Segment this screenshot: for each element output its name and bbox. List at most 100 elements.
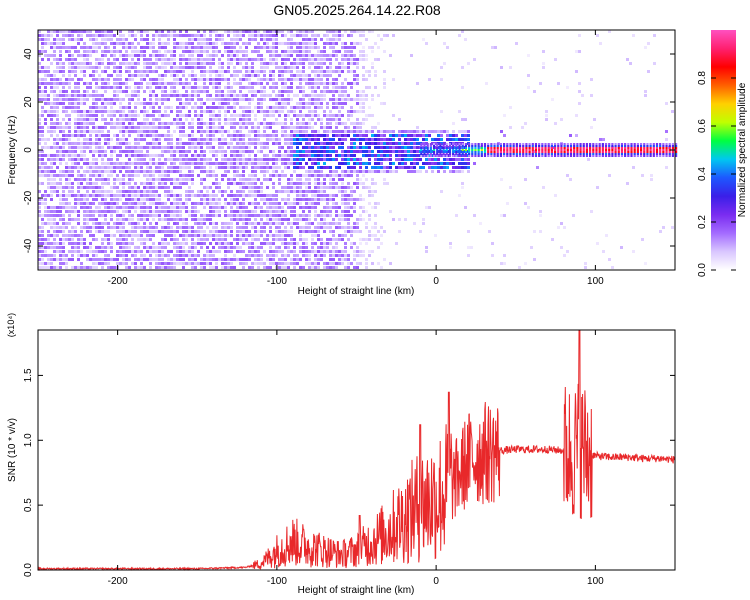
heatmap-cell	[248, 182, 251, 185]
heatmap-cell	[170, 142, 173, 145]
heatmap-cell	[344, 202, 347, 205]
heatmap-cell	[128, 234, 131, 237]
heatmap-cell	[152, 62, 155, 65]
heatmap-cell	[182, 226, 185, 229]
heatmap-cell	[131, 154, 134, 157]
heatmap-cell	[263, 154, 266, 157]
heatmap-cell	[353, 202, 356, 205]
heatmap-cell	[77, 110, 80, 113]
heatmap-cell	[80, 194, 83, 197]
heatmap-cell	[296, 154, 299, 157]
heatmap-cell	[131, 34, 134, 37]
heatmap-cell	[41, 170, 44, 173]
heatmap-cell	[179, 126, 182, 129]
heatmap-cell	[221, 206, 224, 209]
heatmap-cell	[311, 62, 314, 65]
heatmap-cell	[56, 146, 59, 149]
heatmap-cell	[137, 94, 140, 97]
heatmap-cell	[359, 178, 362, 181]
heatmap-cell	[185, 226, 188, 229]
heatmap-cell	[299, 234, 302, 237]
heatmap-cell	[134, 206, 137, 209]
heatmap-cell	[119, 242, 122, 245]
heatmap-cell	[59, 198, 62, 201]
heatmap-cell	[314, 146, 317, 149]
heatmap-cell	[275, 42, 278, 45]
heatmap-cell	[134, 222, 137, 225]
heatmap-cell	[170, 258, 173, 261]
heatmap-cell	[104, 34, 107, 37]
heatmap-cell	[239, 182, 242, 185]
heatmap-cell	[263, 58, 266, 61]
heatmap-cell	[353, 206, 356, 209]
heatmap-cell	[233, 58, 236, 61]
heatmap-cell	[224, 234, 227, 237]
heatmap-cell	[98, 98, 101, 101]
heatmap-cell	[68, 258, 71, 261]
heatmap-cell	[176, 142, 179, 145]
heatmap-cell	[368, 46, 371, 49]
heatmap-cell	[311, 54, 314, 57]
heatmap-cell	[194, 258, 197, 261]
heatmap-cell	[71, 106, 74, 109]
heatmap-cell	[212, 86, 215, 89]
heatmap-cell	[254, 106, 257, 109]
heatmap-cell	[335, 266, 338, 269]
heatmap-cell	[83, 154, 86, 157]
heatmap-cell	[341, 98, 344, 101]
heatmap-cell	[266, 46, 269, 49]
heatmap-cell	[89, 218, 92, 221]
heatmap-cell	[341, 178, 344, 181]
heatmap-cell	[284, 134, 287, 137]
heatmap-cell	[68, 34, 71, 37]
heatmap-cell	[71, 230, 74, 233]
heatmap-cell	[83, 90, 86, 93]
heatmap-cell	[275, 86, 278, 89]
heatmap-cell	[83, 118, 86, 121]
heatmap-cell	[203, 74, 206, 77]
heatmap-cell	[170, 34, 173, 37]
heatmap-cell	[236, 198, 239, 201]
heatmap-cell	[95, 110, 98, 113]
heatmap-cell	[302, 214, 305, 217]
heatmap-cell	[212, 170, 215, 173]
heatmap-cell	[176, 82, 179, 85]
heatmap-cell	[143, 198, 146, 201]
heatmap-cell	[200, 126, 203, 129]
heatmap-cell	[71, 134, 74, 137]
heatmap-cell	[80, 146, 83, 149]
heatmap-cell	[104, 42, 107, 45]
heatmap-cell	[137, 150, 140, 153]
heatmap-cell	[323, 42, 326, 45]
heatmap-cell	[206, 198, 209, 201]
heatmap-cell	[242, 210, 245, 213]
heatmap-cell	[284, 190, 287, 193]
heatmap-cell	[167, 178, 170, 181]
heatmap-cell	[101, 202, 104, 205]
heatmap-cell	[95, 182, 98, 185]
heatmap-cell	[209, 38, 212, 41]
heatmap-cell	[299, 50, 302, 53]
heatmap-cell	[329, 98, 332, 101]
heatmap-cell	[158, 58, 161, 61]
heatmap-cell	[353, 110, 356, 113]
heatmap-cell	[347, 198, 350, 201]
heatmap-cell	[269, 62, 272, 65]
heatmap-cell	[251, 38, 254, 41]
heatmap-cell	[92, 118, 95, 121]
heatmap-cell	[125, 114, 128, 117]
heatmap-cell	[89, 146, 92, 149]
heatmap-cell	[269, 122, 272, 125]
heatmap-cell	[311, 266, 314, 269]
heatmap-cell	[260, 122, 263, 125]
heatmap-cell	[149, 134, 152, 137]
heatmap-cell	[368, 142, 371, 145]
heatmap-cell	[359, 130, 362, 133]
heatmap-cell	[143, 210, 146, 213]
heatmap-cell	[197, 122, 200, 125]
heatmap-cell	[179, 166, 182, 169]
heatmap-cell	[314, 154, 317, 157]
heatmap-cell	[170, 74, 173, 77]
heatmap-cell	[131, 214, 134, 217]
heatmap-cell	[290, 182, 293, 185]
